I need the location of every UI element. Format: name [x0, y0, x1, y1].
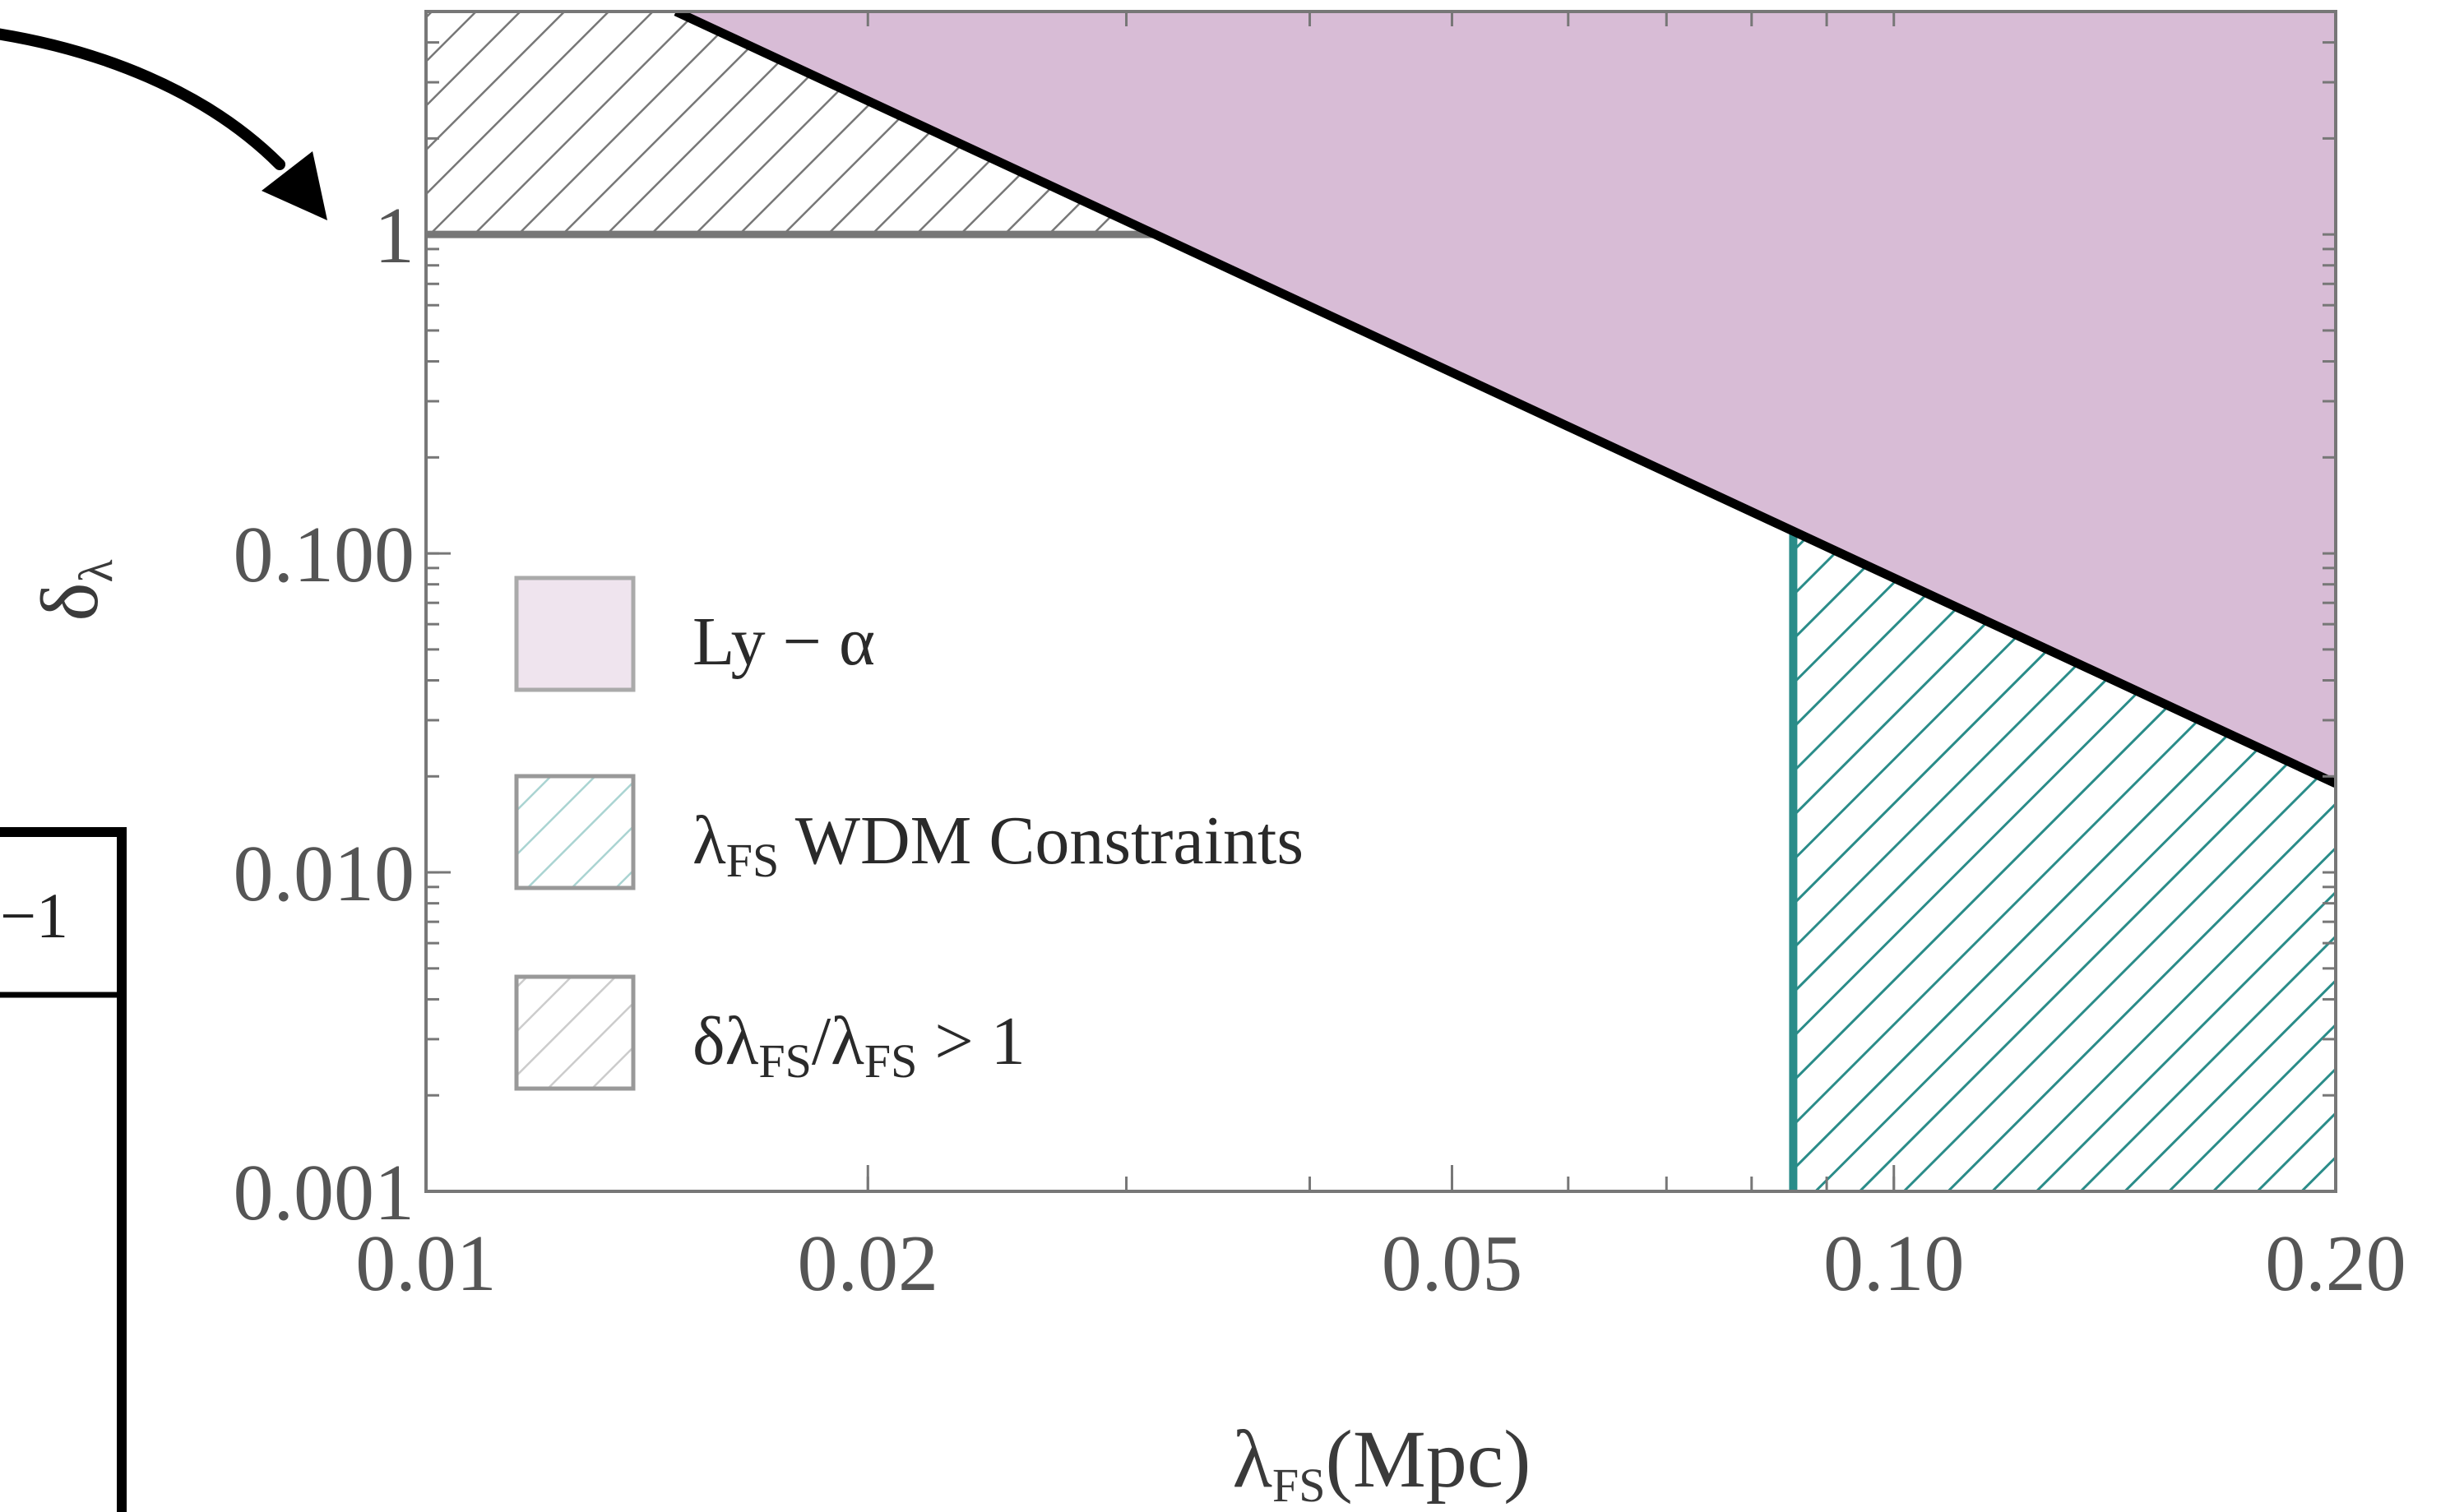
y-tick-label: 0.100	[234, 511, 415, 599]
x-tick-label: 0.10	[1823, 1219, 1965, 1308]
x-tick-label: 0.02	[798, 1219, 939, 1308]
lya-boundary-line	[674, 12, 2336, 788]
axis-tick-labels: 0.01 0.02 0.05 0.10 0.20 0.001 0.010 0.100 1	[234, 192, 2406, 1308]
legend: Ly − α λFS WDM Constraints δλFS/λFS > 1	[514, 576, 1304, 1091]
y-axis-label: δλ	[24, 559, 123, 621]
plot-frame	[424, 10, 2337, 1193]
legend-swatch-uncertainty	[514, 974, 636, 1091]
legend-label-lya: Ly − α	[692, 603, 875, 680]
legend-label-wdm: λFS WDM Constraints	[692, 802, 1304, 887]
axis-ticks	[424, 10, 2337, 1193]
y-tick-label: 1	[374, 192, 415, 280]
legend-swatch-wdm	[514, 774, 636, 890]
annotation-arrow	[0, 28, 327, 220]
x-axis-label: λFS(Mpc)	[1233, 1413, 1531, 1512]
svg-text:δλ: δλ	[24, 559, 123, 621]
uncertainty-region	[426, 12, 1156, 235]
x-tick-label: 0.20	[2265, 1219, 2406, 1308]
wdm-constraint-region	[1793, 531, 2336, 1191]
inset-fragment-text: −1	[0, 880, 68, 951]
legend-swatch-lya	[514, 576, 636, 692]
legend-label-uncertainty: δλFS/λFS > 1	[692, 1003, 1026, 1088]
x-tick-label: 0.01	[355, 1219, 497, 1308]
x-tick-label: 0.05	[1382, 1219, 1523, 1308]
y-tick-label: 0.010	[234, 830, 415, 918]
y-tick-label: 0.001	[234, 1149, 415, 1237]
plot-regions	[426, 12, 2336, 1191]
inset-box-fragment: −1	[0, 827, 127, 1512]
